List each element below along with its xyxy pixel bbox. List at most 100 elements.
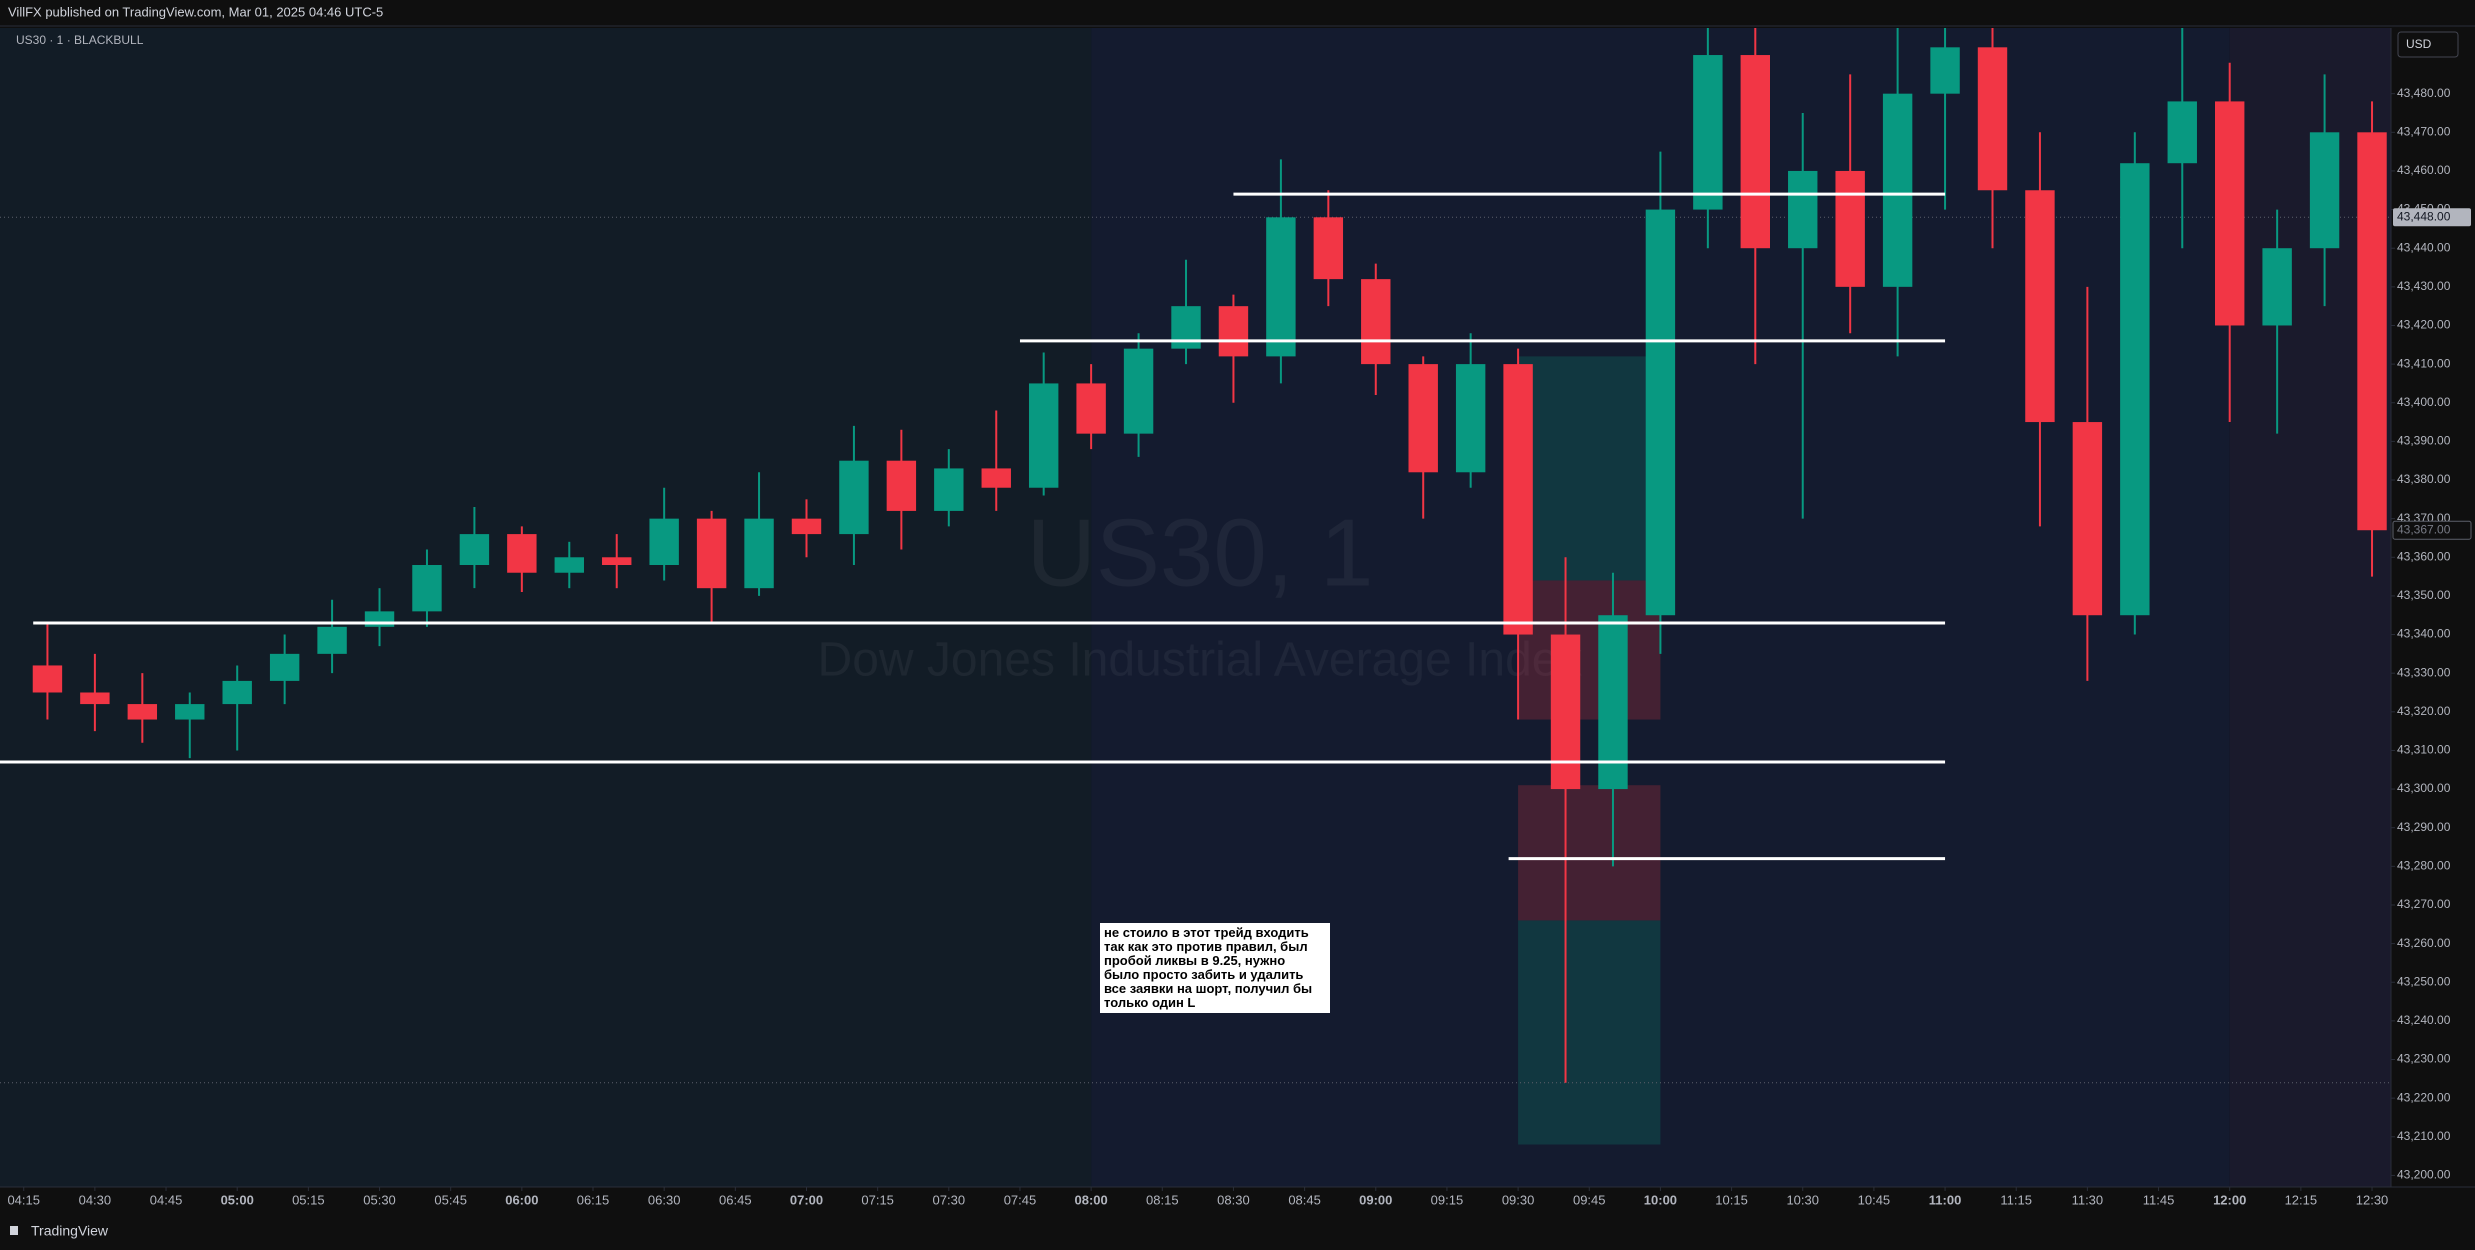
candle-body <box>1123 348 1154 434</box>
candle-body <box>459 534 490 566</box>
y-tick-label: 43,350.00 <box>2397 588 2451 602</box>
x-tick-label: 10:00 <box>1644 1192 1677 1207</box>
candle-body <box>2025 190 2055 423</box>
annotation-line: только один L <box>1104 995 1196 1010</box>
y-tick-label: 43,440.00 <box>2397 240 2451 254</box>
y-tick-label: 43,340.00 <box>2397 627 2451 641</box>
x-tick-label: 04:30 <box>79 1192 112 1207</box>
candle-body <box>175 704 205 720</box>
y-tick-label: 43,460.00 <box>2397 163 2451 177</box>
session-band <box>0 28 1092 1187</box>
x-tick-label: 11:00 <box>1929 1192 1962 1207</box>
candle-body <box>2214 101 2245 326</box>
y-tick-label: 43,270.00 <box>2397 897 2451 911</box>
annotation-line: не стоило в этот трейд входить <box>1104 925 1309 940</box>
candle-body <box>412 565 442 612</box>
currency-button[interactable] <box>2397 31 2459 58</box>
candle-body <box>1977 47 2008 191</box>
candle-body <box>1598 615 1628 790</box>
x-tick-label: 08:45 <box>1288 1192 1321 1207</box>
candle-body <box>2262 248 2292 326</box>
candle-body <box>364 611 395 627</box>
candle-body <box>2072 422 2103 616</box>
candle-body <box>602 557 632 566</box>
candle-body <box>791 518 822 535</box>
candle-body <box>649 518 679 566</box>
y-tick-label: 43,410.00 <box>2397 356 2451 370</box>
x-tick-label: 07:30 <box>933 1192 966 1207</box>
y-tick-label: 43,230.00 <box>2397 1052 2451 1066</box>
candle-body <box>1550 634 1581 790</box>
annotation-line: пробой ликвы в 9.25, нужно <box>1104 953 1286 968</box>
candle-body <box>32 665 63 693</box>
footer-brand: TradingView <box>31 1223 109 1239</box>
published-text: VillFX published on TradingView.com, Mar… <box>8 4 383 19</box>
price-label: 43,448.00 <box>2397 209 2451 223</box>
y-tick-label: 43,430.00 <box>2397 279 2451 293</box>
x-tick-label: 11:30 <box>2072 1192 2104 1207</box>
x-tick-label: 09:15 <box>1431 1192 1464 1207</box>
candle-body <box>886 460 917 511</box>
candle-body <box>1361 279 1391 365</box>
candle-body <box>1218 306 1249 357</box>
x-tick-label: 05:00 <box>221 1192 254 1207</box>
x-tick-label: 05:15 <box>292 1192 325 1207</box>
position-zone <box>1518 580 1661 720</box>
y-tick-label: 43,250.00 <box>2397 974 2451 988</box>
currency-label[interactable]: USD <box>2406 37 2432 51</box>
candle-body <box>1266 217 1296 357</box>
y-tick-label: 43,470.00 <box>2397 124 2451 138</box>
x-tick-label: 07:45 <box>1004 1192 1037 1207</box>
price-label-box <box>2392 520 2472 540</box>
candle-body <box>696 518 727 589</box>
x-tick-label: 09:45 <box>1573 1192 1606 1207</box>
candle-body <box>839 460 869 535</box>
x-tick-label: 11:45 <box>2143 1192 2175 1207</box>
candle-body <box>1693 55 1723 210</box>
candle-body <box>744 518 774 589</box>
x-tick-label: 04:15 <box>7 1192 40 1207</box>
candle-body <box>934 468 964 511</box>
x-tick-label: 04:45 <box>150 1192 183 1207</box>
x-tick-label: 06:15 <box>577 1192 610 1207</box>
x-tick-label: 08:00 <box>1075 1192 1108 1207</box>
annotation-note: не стоило в этот трейд входить так как эт… <box>1100 923 1330 1013</box>
candle-body <box>317 626 347 654</box>
candle-body <box>1740 55 1771 249</box>
x-tick-label: 09:00 <box>1359 1192 1392 1207</box>
candle-body <box>1930 47 1960 94</box>
y-tick-label: 43,220.00 <box>2397 1090 2451 1104</box>
candle-body <box>269 653 300 681</box>
symbol-label: US30 · 1 · BLACKBULL <box>16 33 144 47</box>
y-tick-label: 43,290.00 <box>2397 820 2451 834</box>
x-tick-label: 08:15 <box>1146 1192 1179 1207</box>
x-tick-label: 06:45 <box>719 1192 752 1207</box>
candle-body <box>1835 170 1865 287</box>
x-tick-label: 12:00 <box>2213 1192 2246 1207</box>
y-tick-label: 43,210.00 <box>2397 1129 2451 1143</box>
candle-body <box>1028 383 1059 488</box>
x-tick-label: 06:30 <box>648 1192 681 1207</box>
candle-body <box>2167 101 2197 164</box>
x-tick-label: 09:30 <box>1502 1192 1535 1207</box>
x-tick-label: 05:45 <box>434 1192 467 1207</box>
x-tick-label: 12:15 <box>2285 1192 2318 1207</box>
watermark-subtitle: Dow Jones Industrial Average Index <box>818 634 1583 687</box>
x-tick-label: 07:00 <box>790 1192 823 1207</box>
annotation-line: все заявки на шорт, получил бы <box>1104 981 1313 996</box>
candle-body <box>1455 364 1486 473</box>
y-tick-label: 43,400.00 <box>2397 395 2451 409</box>
candle-body <box>507 534 537 573</box>
position-zone <box>1518 785 1661 921</box>
position-zone <box>1518 356 1661 581</box>
candle-body <box>222 680 252 705</box>
watermark: US30, 1 <box>1027 499 1374 606</box>
y-tick-label: 43,330.00 <box>2397 665 2451 679</box>
candle-body <box>2309 132 2340 249</box>
candle-body <box>1645 209 1676 616</box>
x-tick-label: 08:30 <box>1217 1192 1250 1207</box>
price-label: 43,367.00 <box>2397 522 2451 536</box>
annotation-line: было просто забить и удалить <box>1104 967 1304 982</box>
candle-body <box>1076 383 1106 434</box>
